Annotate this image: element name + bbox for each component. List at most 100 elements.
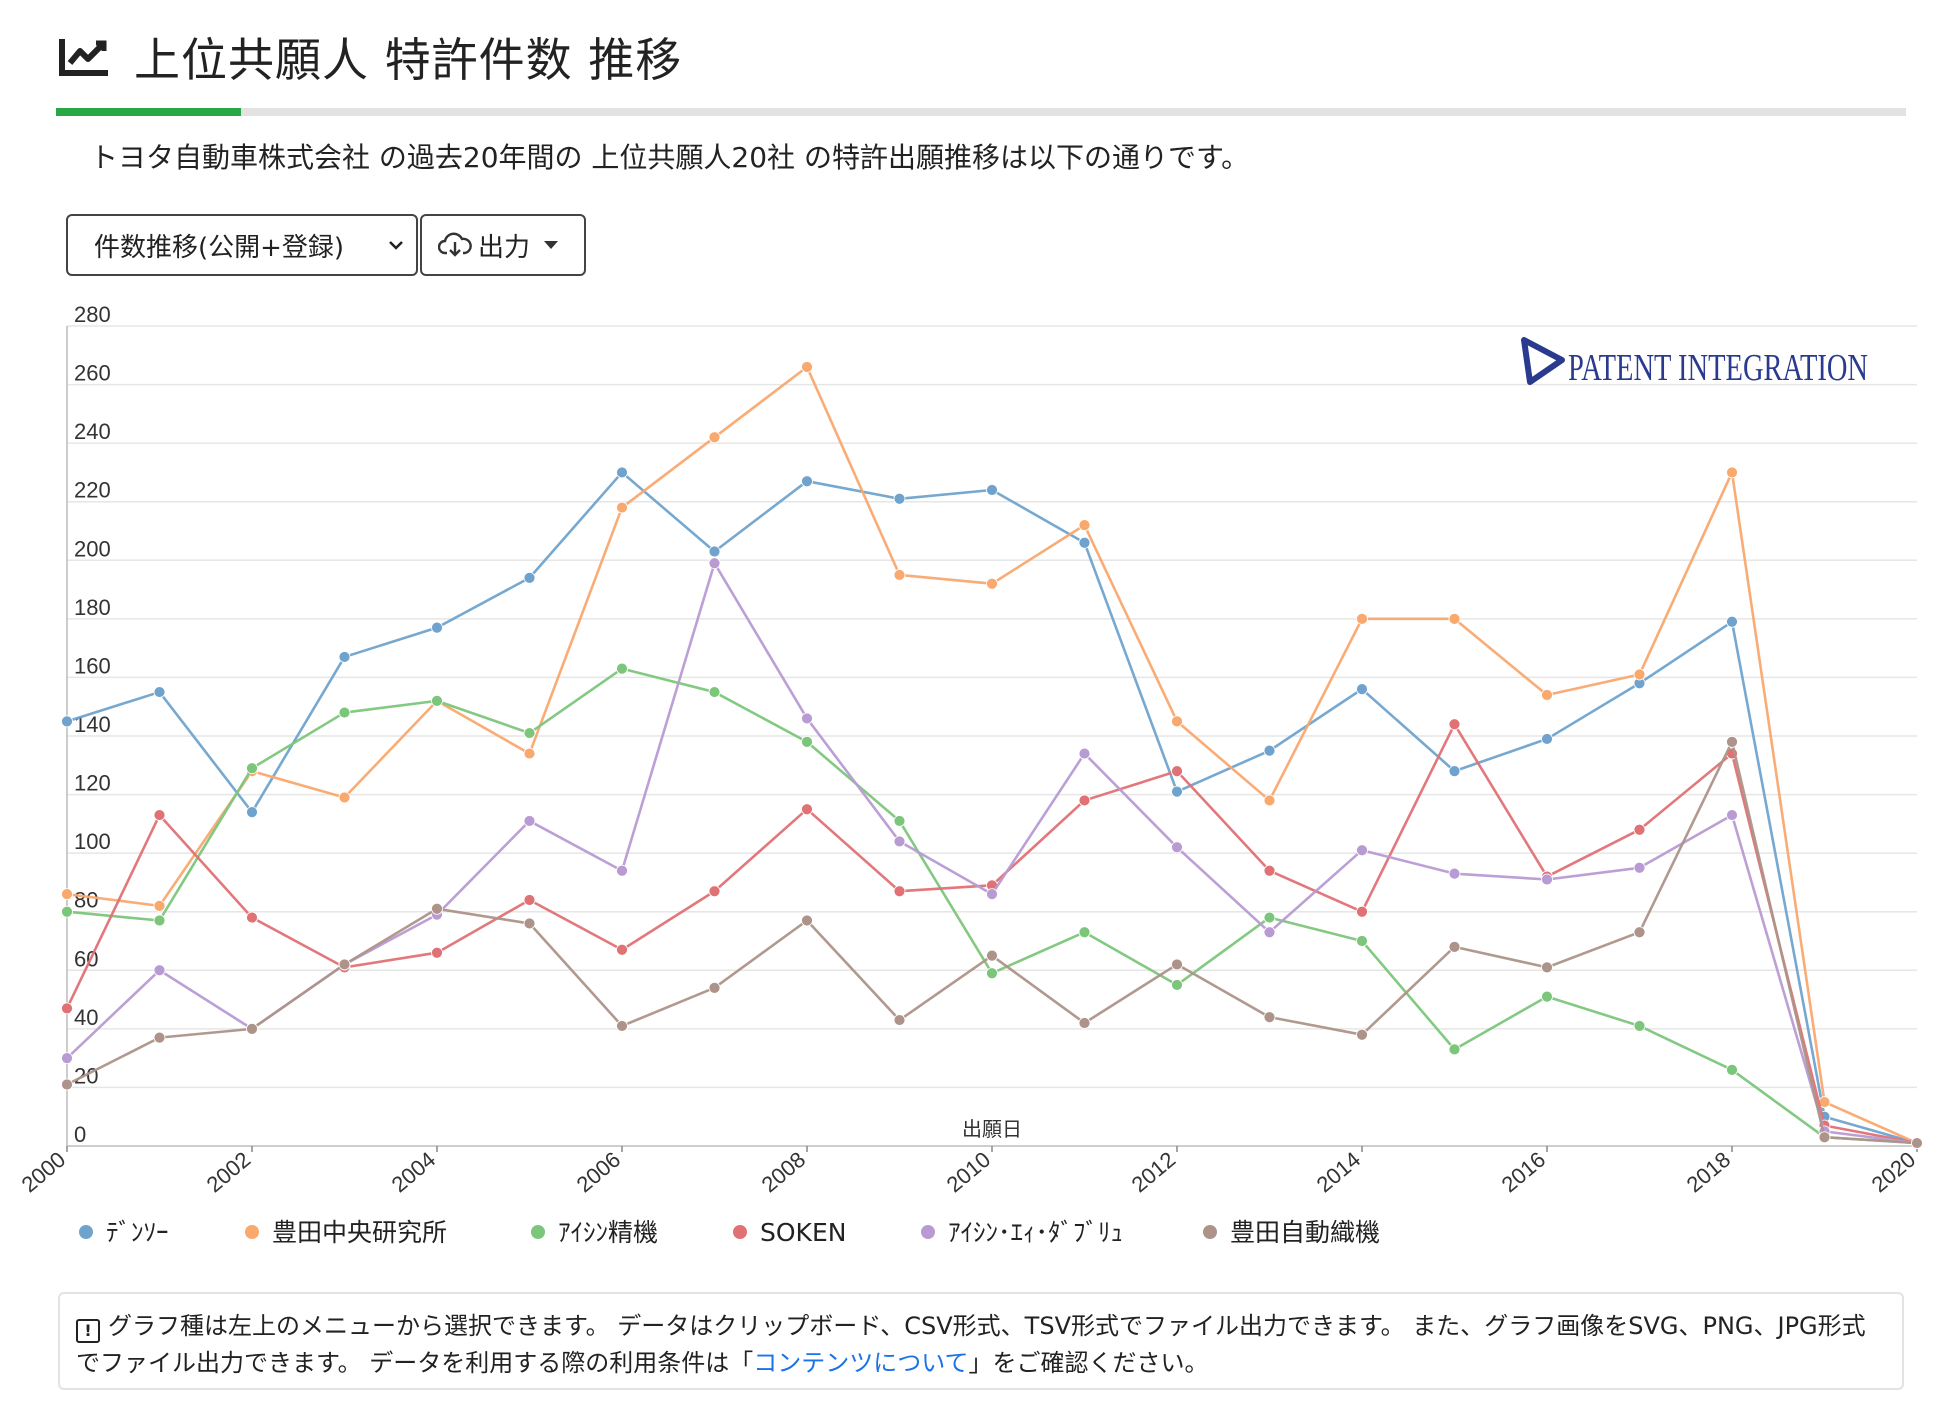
- data-point: [708, 557, 721, 570]
- data-point: [893, 492, 906, 505]
- y-tick-label: 220: [74, 478, 111, 503]
- y-tick-label: 240: [74, 419, 111, 444]
- data-point: [616, 1020, 628, 1032]
- data-point: [1078, 519, 1091, 532]
- data-point: [1078, 794, 1091, 807]
- data-point: [153, 686, 166, 698]
- legend-label: ﾃﾞﾝｿｰ: [106, 1218, 169, 1247]
- data-point: [708, 981, 721, 994]
- x-tick-label: 2010: [942, 1147, 996, 1198]
- chart-series: [61, 361, 1923, 1149]
- x-tick-label: 2016: [1497, 1147, 1551, 1198]
- title-divider-accent: [56, 108, 241, 116]
- data-point: [1356, 683, 1368, 696]
- data-point: [1726, 615, 1738, 628]
- data-point: [1078, 1017, 1091, 1029]
- watermark: PATENT INTEGRATION: [1521, 337, 1868, 389]
- data-point: [616, 466, 628, 479]
- data-point: [1171, 841, 1183, 854]
- data-point: [801, 475, 813, 488]
- data-point: [1633, 668, 1646, 681]
- data-point: [708, 545, 721, 558]
- data-point: [1448, 765, 1461, 778]
- legend-marker: [531, 1225, 545, 1239]
- data-point: [893, 835, 906, 848]
- data-point: [801, 712, 813, 725]
- data-point: [1448, 867, 1461, 880]
- data-point: [1356, 844, 1368, 857]
- data-point: [1171, 785, 1183, 798]
- line-chart: PATENT INTEGRATION 020406080100120140160…: [17, 302, 1923, 1247]
- data-point: [1541, 873, 1553, 886]
- watermark-text: PATENT INTEGRATION: [1568, 347, 1868, 389]
- data-point: [801, 735, 813, 748]
- data-point: [1448, 1043, 1461, 1056]
- y-tick-label: 280: [74, 302, 111, 327]
- data-point: [523, 815, 536, 827]
- data-point: [523, 894, 536, 906]
- y-tick-label: 40: [74, 1005, 98, 1030]
- data-point: [1171, 715, 1183, 728]
- data-point: [1541, 733, 1553, 745]
- data-point: [616, 662, 628, 675]
- data-point: [338, 651, 351, 663]
- page-header: 上位共願人 特許件数 推移: [58, 22, 682, 92]
- data-point: [986, 967, 998, 980]
- data-point: [1911, 1137, 1923, 1149]
- x-tick-label: 2014: [1312, 1147, 1366, 1198]
- data-point: [1356, 612, 1368, 625]
- data-point: [708, 686, 721, 698]
- data-point: [893, 815, 906, 827]
- chart-type-select-value: 件数推移(公開+登録): [94, 232, 345, 263]
- data-point: [1356, 1028, 1368, 1041]
- chart-grid: [67, 325, 1917, 1147]
- data-point: [523, 571, 536, 584]
- data-point: [1541, 990, 1553, 1003]
- data-point: [338, 791, 351, 804]
- data-point: [616, 501, 628, 514]
- data-point: [986, 888, 998, 901]
- y-tick-label: 140: [74, 712, 111, 737]
- data-point: [616, 864, 628, 877]
- data-point: [1078, 926, 1091, 939]
- data-point: [1171, 958, 1183, 971]
- y-tick-label: 120: [74, 771, 111, 796]
- y-tick-label: 180: [74, 595, 111, 620]
- chart-type-select[interactable]: 件数推移(公開+登録): [66, 214, 418, 276]
- y-tick-label: 80: [74, 888, 98, 913]
- patent-integration-logo-icon: [1521, 337, 1565, 385]
- data-point: [986, 577, 998, 590]
- chart-controls: 件数推移(公開+登録) 出力: [66, 214, 586, 276]
- data-point: [1633, 926, 1646, 939]
- x-tick-label: 2000: [17, 1147, 71, 1198]
- legend-marker: [79, 1225, 93, 1239]
- data-point: [61, 715, 73, 728]
- data-point: [1263, 1011, 1276, 1024]
- chart-line-icon: [59, 39, 108, 76]
- data-point: [153, 899, 166, 912]
- data-point: [893, 885, 906, 898]
- data-point: [153, 914, 166, 927]
- legend-marker: [245, 1225, 259, 1239]
- title-divider: [56, 108, 1906, 116]
- x-tick-label: 2002: [202, 1147, 256, 1198]
- caret-down-icon: [544, 241, 559, 249]
- x-tick-label: 2008: [757, 1147, 811, 1198]
- data-point: [1448, 718, 1461, 731]
- x-tick-label: 2018: [1682, 1147, 1736, 1198]
- page-title: 上位共願人 特許件数 推移: [134, 33, 683, 87]
- contents-link[interactable]: コンテンツについて: [753, 1349, 969, 1377]
- legend-label: SOKEN: [760, 1218, 846, 1247]
- export-button[interactable]: 出力: [420, 214, 586, 276]
- data-point: [1263, 794, 1276, 807]
- data-point: [338, 706, 351, 719]
- series-line: [66, 471, 1918, 1145]
- data-point: [1633, 861, 1646, 874]
- data-point: [153, 1031, 166, 1044]
- description-text: トヨタ自動車株式会社 の過去20年間の 上位共願人20社 の特許出願推移は以下の…: [90, 141, 1250, 174]
- data-point: [1263, 864, 1276, 877]
- data-point: [1448, 612, 1461, 625]
- legend-label: 豊田中央研究所: [272, 1218, 447, 1247]
- data-point: [523, 917, 536, 930]
- data-point: [986, 949, 998, 962]
